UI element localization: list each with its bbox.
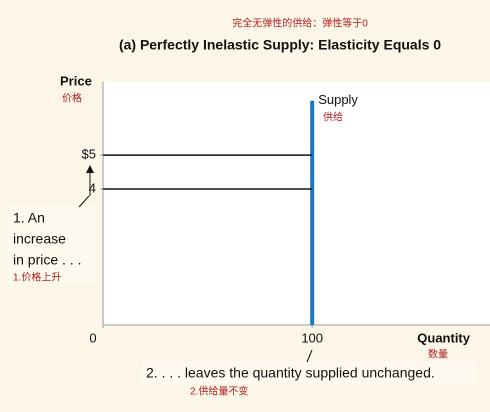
annotation: in price . . . xyxy=(13,252,81,268)
y-tick-label: $5 xyxy=(82,147,96,162)
y-axis-label: Price xyxy=(60,73,92,88)
chart-title: (a) Perfectly Inelastic Supply: Elastici… xyxy=(119,37,441,53)
note-box xyxy=(142,362,476,384)
annotation: 1. An xyxy=(13,210,45,226)
plot-area xyxy=(103,82,490,325)
x-tick-label: 100 xyxy=(301,330,323,345)
x-axis-label: Quantity xyxy=(417,330,470,345)
y-tick-label: 4 xyxy=(89,180,96,195)
annotation: 2. . . . leaves the quantity supplied un… xyxy=(146,365,435,381)
series-label: Supply xyxy=(318,92,358,107)
arrow-head xyxy=(86,165,94,173)
annotation: 1.价格上升 xyxy=(13,271,61,284)
x-axis-label-cn: 数量 xyxy=(428,348,448,361)
annotation: increase xyxy=(13,231,66,247)
note-box xyxy=(8,205,96,283)
x-tick-label: 0 xyxy=(89,330,96,345)
annotation: 供给 xyxy=(323,111,343,124)
chart-subtitle: 完全无弹性的供给：弹性等于0 xyxy=(232,17,368,30)
pointer xyxy=(306,349,313,363)
annotation: 2.供给量不变 xyxy=(190,385,248,398)
y-axis-label-cn: 价格 xyxy=(62,92,82,105)
arrow xyxy=(78,195,90,208)
